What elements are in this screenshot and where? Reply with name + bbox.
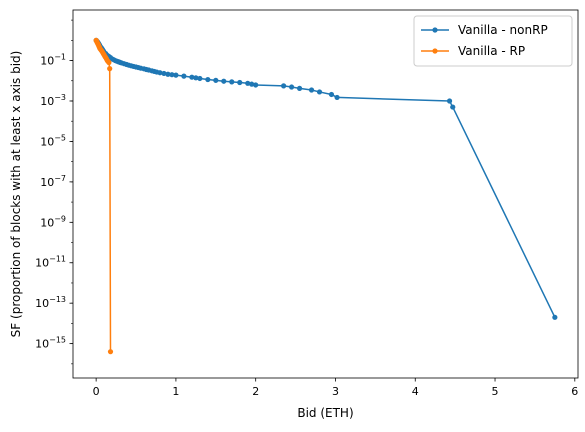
y-tick-label: 10−9 [40,214,66,229]
y-tick-label: 10−13 [35,295,66,310]
data-point [197,76,202,81]
y-tick-label: 10−3 [40,93,66,108]
y-axis-label: SF (proportion of blocks with at least x… [9,51,23,338]
x-tick-label: 3 [332,385,339,398]
data-point [447,98,452,103]
data-point [334,95,339,100]
legend-marker-rp [432,48,437,53]
x-tick-label: 5 [492,385,499,398]
data-point [237,80,242,85]
data-point [281,83,286,88]
x-tick-label: 6 [571,385,578,398]
data-point [253,82,258,87]
x-axis-label: Bid (ETH) [297,406,353,420]
y-tick-label: 10−15 [35,336,66,351]
data-point [106,60,111,65]
data-point [181,74,186,79]
data-point [229,79,234,84]
data-point [205,77,210,82]
data-point [289,84,294,89]
x-tick-label: 1 [172,385,179,398]
data-point [329,92,334,97]
data-point [221,79,226,84]
legend-marker-nonrp [432,27,437,32]
x-tick-label: 0 [93,385,100,398]
y-axis: 10−15 10−13 10−11 10−9 10−7 10−5 10−3 10−1 [35,20,73,364]
y-tick-label: 10−11 [35,255,66,270]
data-point [552,315,557,320]
legend-label-rp: Vanilla - RP [458,44,525,58]
y-tick-label: 10−1 [40,53,66,68]
data-point [297,86,302,91]
data-point [309,87,314,92]
y-tick-label: 10−5 [40,133,66,148]
x-tick-label: 4 [412,385,419,398]
data-point [317,89,322,94]
legend: Vanilla - nonRP Vanilla - RP [414,16,572,66]
data-point [213,78,218,83]
data-point [108,349,113,354]
data-point [450,104,455,109]
x-axis: 0 1 2 3 4 5 6 [93,378,579,398]
y-tick-label: 10−7 [40,174,66,189]
data-point [173,73,178,78]
x-tick-label: 2 [252,385,259,398]
legend-label-nonrp: Vanilla - nonRP [458,23,548,37]
data-point [107,66,112,71]
